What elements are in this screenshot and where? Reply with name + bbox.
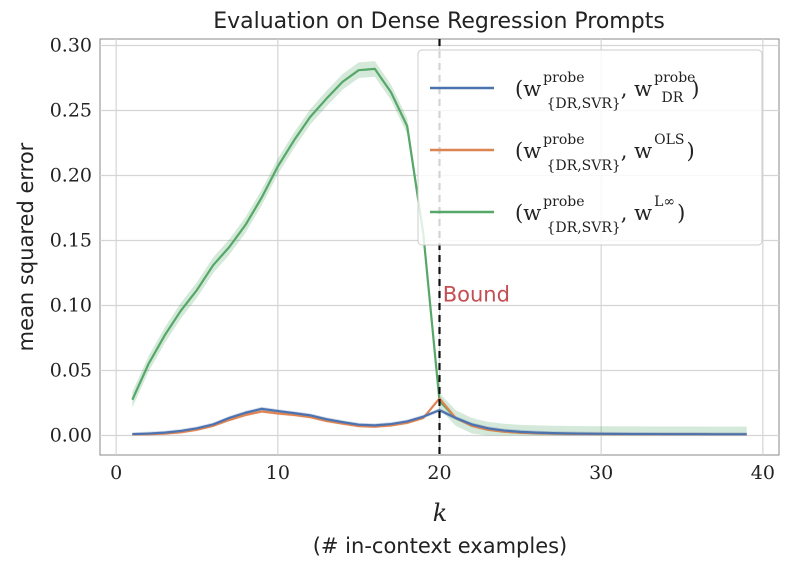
x-tick-label: 10 — [266, 462, 290, 484]
y-tick-label: 0.25 — [50, 100, 92, 122]
y-tick-label: 0.20 — [50, 165, 92, 187]
x-tick-label: 30 — [589, 462, 613, 484]
legend-entry-0: (w probe {DR,SVR}, w probe DR) — [515, 70, 699, 112]
series-band-1 — [132, 396, 747, 436]
x-axis-sublabel: (# in-context examples) — [313, 534, 568, 558]
y-tick-label: 0.30 — [50, 35, 92, 57]
legend-entry-1: (w probe {DR,SVR}, w OLS) — [515, 132, 695, 174]
y-tick-label: 0.05 — [50, 360, 92, 382]
tick-labels: 0 10 20 30 40 0.00 0.05 0.10 0.15 0.20 0.25 0.30 — [50, 35, 775, 485]
chart-title: Evaluation on Dense Regression Prompts — [213, 9, 665, 34]
y-axis-label: mean squared error — [14, 142, 38, 351]
y-tick-label: 0.15 — [50, 230, 92, 252]
y-tick-label: 0.00 — [50, 425, 92, 447]
bound-annotation: Bound — [443, 283, 510, 307]
legend-entry-2: (w probe {DR,SVR}, w L∞) — [515, 194, 685, 236]
x-tick-label: 40 — [751, 462, 775, 484]
y-tick-label: 0.10 — [50, 295, 92, 317]
x-tick-label: 20 — [427, 462, 451, 484]
legend-box — [417, 49, 763, 246]
legend: (w probe {DR,SVR}, w probe DR) (w probe {DR,SVR… — [417, 49, 763, 246]
series-line-0 — [132, 407, 747, 436]
x-tick-label: 0 — [110, 462, 122, 484]
x-axis-label: k — [433, 499, 448, 527]
